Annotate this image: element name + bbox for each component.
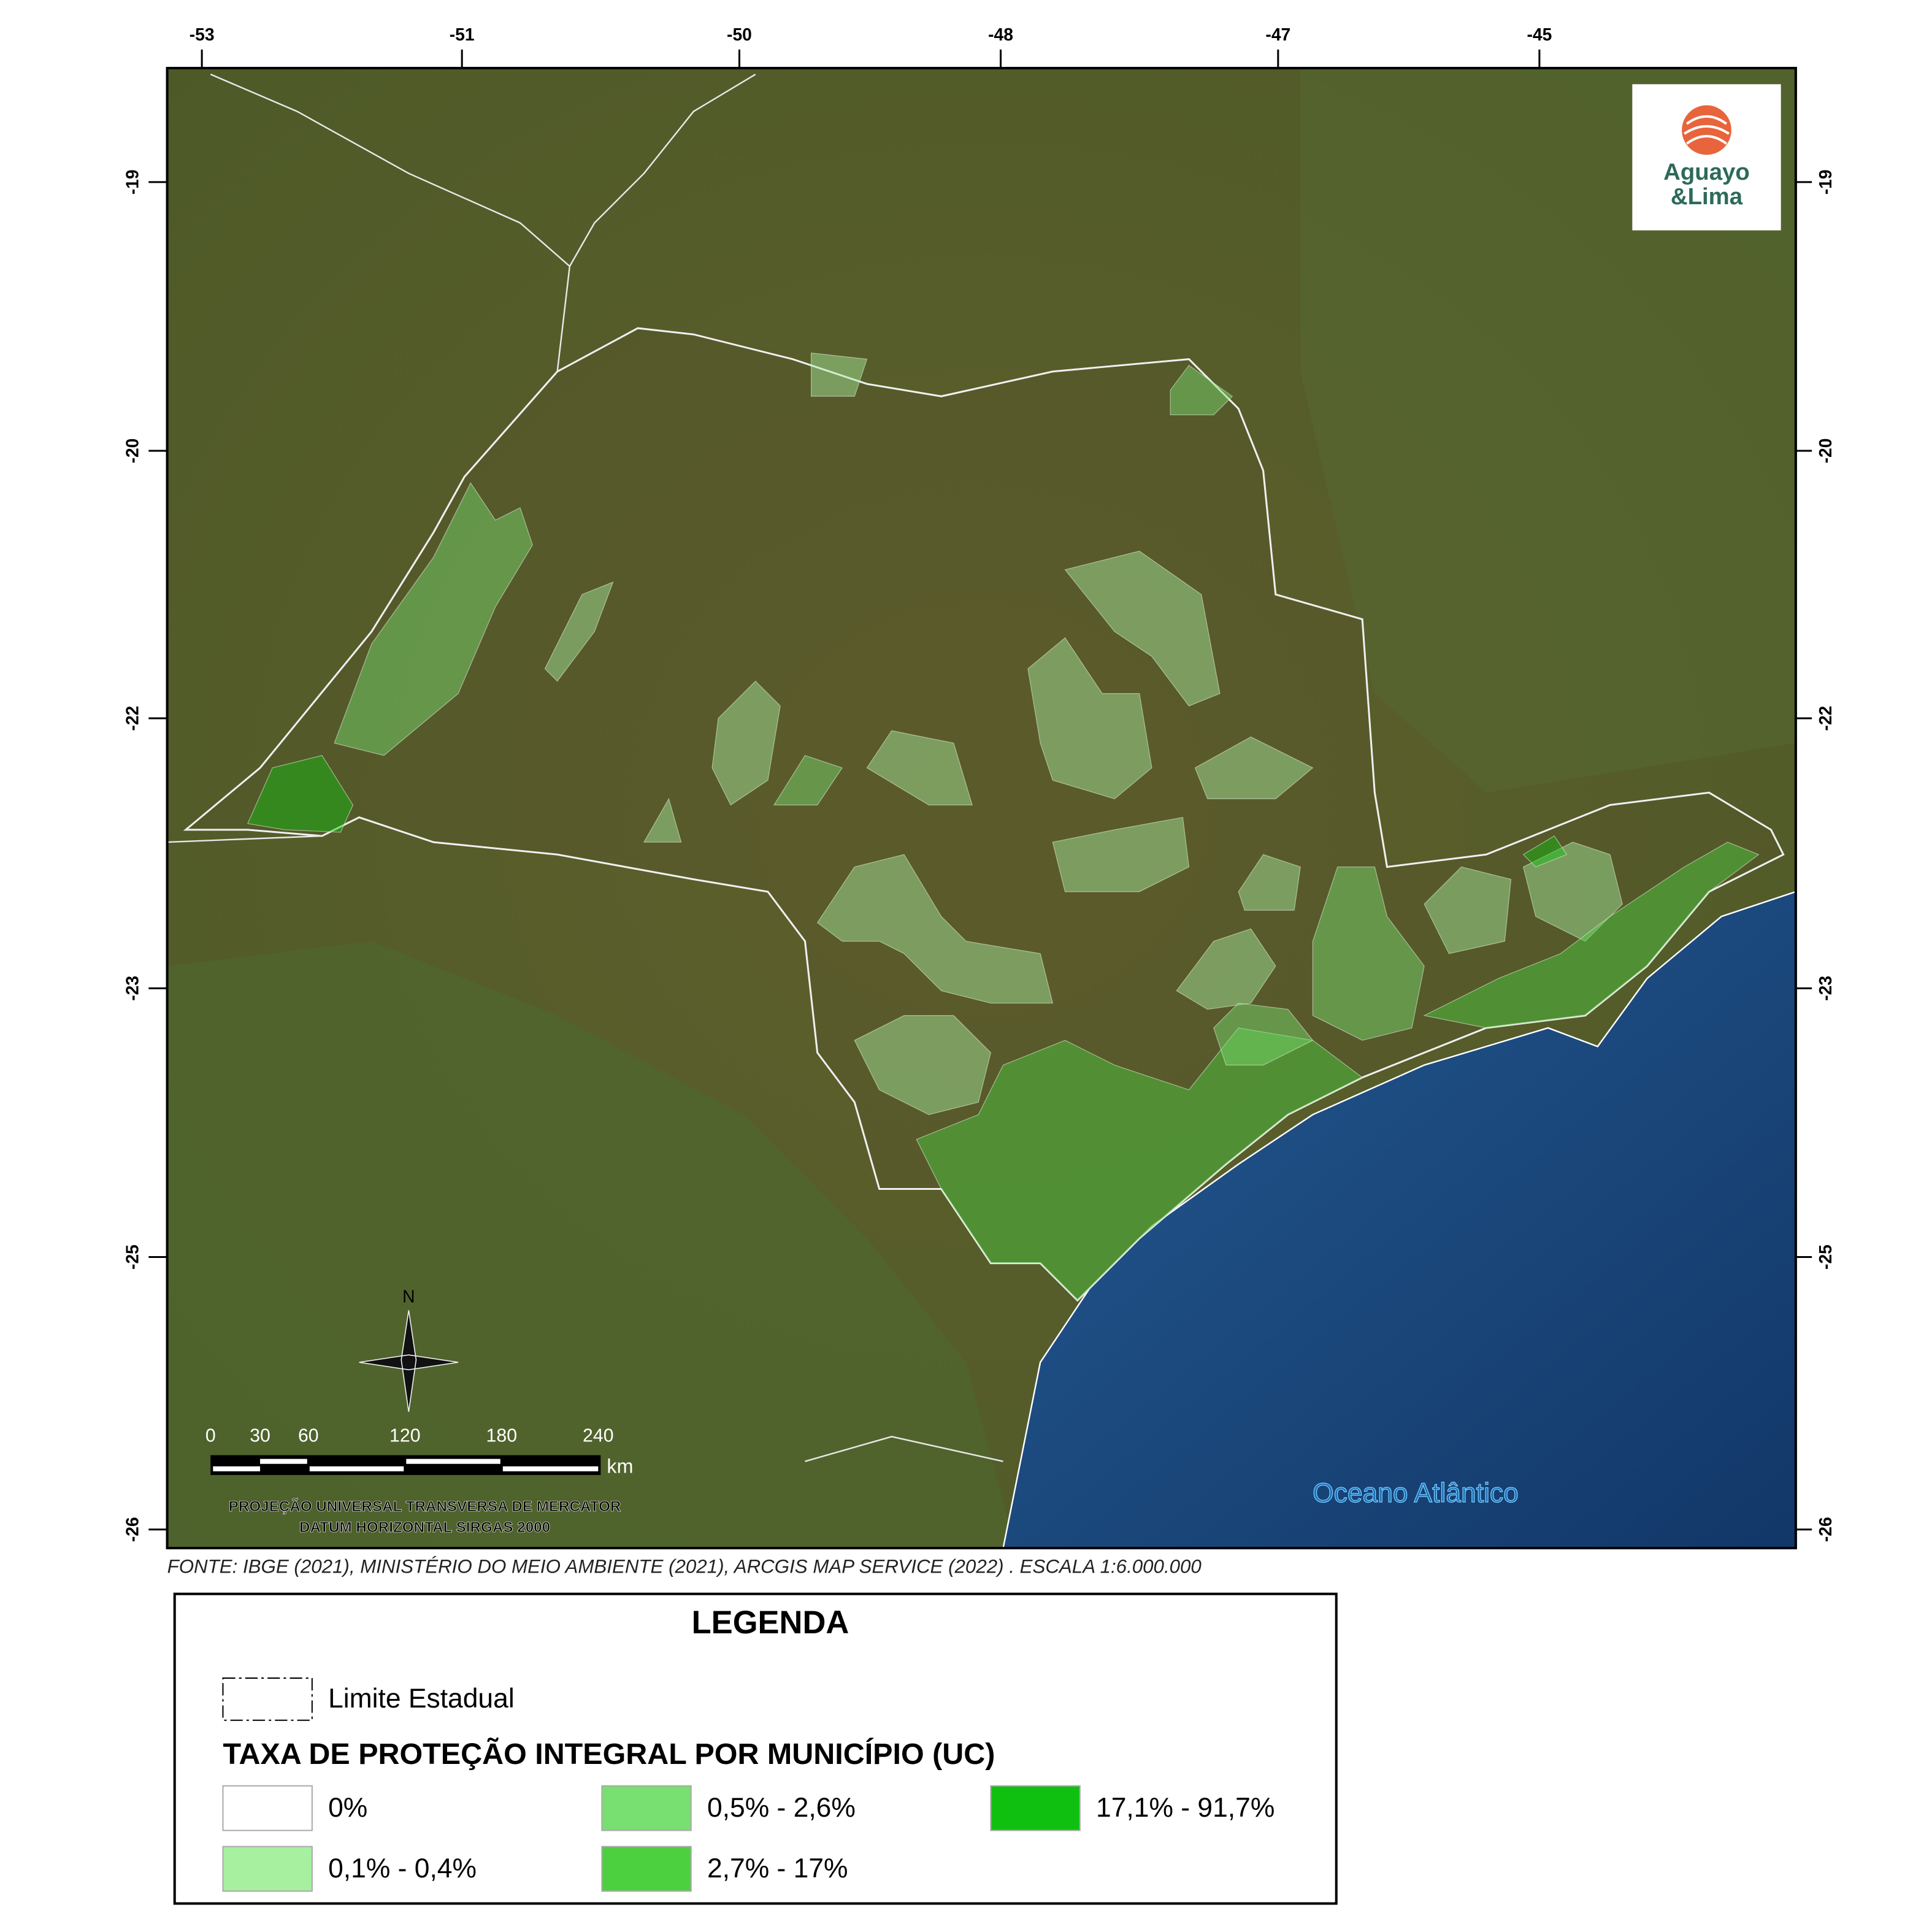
municipality [1424,866,1512,954]
municipality [1170,364,1233,416]
municipality [810,352,868,397]
municipality [866,730,973,806]
municipality [1213,1002,1314,1066]
north-label: N [402,1287,415,1306]
longitude-label: -50 [727,25,752,44]
scale-bar-segment [213,1466,261,1471]
latitude-label: -23 [1815,976,1835,1001]
municipality [1522,841,1623,942]
scale-bar: 0 30 60 120 180 240 km PROJEÇÃO UNIVERSA… [205,1425,634,1536]
class-label: 2,7% - 17% [707,1853,848,1884]
municipality [711,680,781,806]
municipality [1238,854,1301,911]
class-swatch [601,1846,692,1892]
municipality [544,581,614,682]
legend-title: LEGENDA [692,1604,849,1641]
north-arrow: N [359,1287,459,1413]
logo-icon [1682,105,1731,155]
municipality [1312,866,1425,1041]
municipality [1423,841,1760,1029]
longitude-label: -47 [1265,25,1290,44]
legend-box [173,1592,1338,1905]
scale-bar-segment [260,1459,307,1464]
municipality [1194,736,1314,800]
source-text: FONTE: IBGE (2021), MINISTÉRIO DO MEIO A… [167,1556,1202,1577]
latitude-label: -22 [123,706,142,731]
scale-bar-segment [502,1466,599,1471]
municipality [773,755,843,806]
longitude-label: -48 [988,25,1013,44]
class-swatch [601,1785,692,1831]
map-border [166,67,1797,1550]
coordinate-labels: -53 -51 -50 -48 -47 -45 -19 -20 -22 -23 -25 -26 -19 -… [123,25,1835,1542]
legend-label: Limite Estadual [328,1684,515,1714]
longitude-label: -53 [190,25,215,44]
projection-text: DATUM HORIZONTAL SIRGAS 2000 [299,1519,550,1536]
municipality [643,797,682,843]
latitude-label: -25 [123,1244,142,1270]
latitude-label: -19 [123,169,142,194]
municipality [247,755,354,833]
municipality [854,1015,992,1115]
logo-text: &Lima [1671,183,1743,210]
class-label: 0,5% - 2,6% [707,1793,856,1823]
land-texture [167,941,1016,1549]
class-label: 0% [328,1793,367,1823]
ocean-label: Oceano Atlântico [1313,1478,1519,1508]
logo-icon [1684,115,1730,145]
latitude-label: -25 [1815,1244,1835,1270]
longitude-label: -45 [1527,25,1552,44]
scale-label: 240 [583,1425,614,1446]
municipality [816,854,1054,1004]
municipality [1052,816,1190,892]
latitude-label: -20 [1815,439,1835,464]
logo-text: Aguayo [1663,159,1750,185]
scale-bar-segment [309,1466,404,1471]
longitude-label: -51 [450,25,475,44]
scale-unit: km [607,1455,633,1477]
logo: Aguayo &Lima [1632,84,1781,231]
class-swatch [222,1846,313,1892]
legend-subtitle: TAXA DE PROTEÇÃO INTEGRAL POR MUNICÍPIO … [223,1738,995,1771]
land-texture [1300,68,1796,793]
class-label: 0,1% - 0,4% [328,1853,477,1884]
latitude-label: -19 [1815,169,1835,194]
scale-label: 60 [298,1425,319,1446]
municipality [1176,928,1276,1010]
latitude-label: -26 [123,1517,142,1542]
latitude-label: -20 [123,439,142,464]
legend: LEGENDA Limite Estadual TAXA DE PROTEÇÃO… [173,1592,1338,1905]
latitude-label: -26 [1815,1517,1835,1542]
class-label: 17,1% - 91,7% [1096,1793,1275,1823]
compass-rose [359,1310,459,1413]
map-frame [166,67,1797,1550]
municipality [1064,550,1221,707]
latitude-label: -23 [123,976,142,1001]
scale-label: 120 [389,1425,421,1446]
boundary-swatch [222,1677,313,1721]
state-boundary [183,327,1785,1302]
class-swatch [222,1785,313,1831]
scale-bar-segment [406,1459,500,1464]
projection-text: PROJEÇÃO UNIVERSAL TRANSVERSA DE MERCATO… [229,1498,621,1515]
municipality [334,482,533,756]
state-boundary [167,74,1003,1462]
municipality-classes [247,352,1760,1301]
scale-label: 30 [250,1425,270,1446]
scale-label: 180 [486,1425,518,1446]
legend-classes: 0% 0,1% - 0,4% 0,5% - 2,6% 2,7% - 17% 17,1% … [222,1785,1275,1892]
municipality [1522,835,1568,868]
municipality [1027,637,1152,800]
latitude-label: -22 [1815,706,1835,731]
scale-bar-frame [210,1455,601,1475]
class-swatch [990,1785,1081,1831]
scale-label: 0 [205,1425,216,1446]
